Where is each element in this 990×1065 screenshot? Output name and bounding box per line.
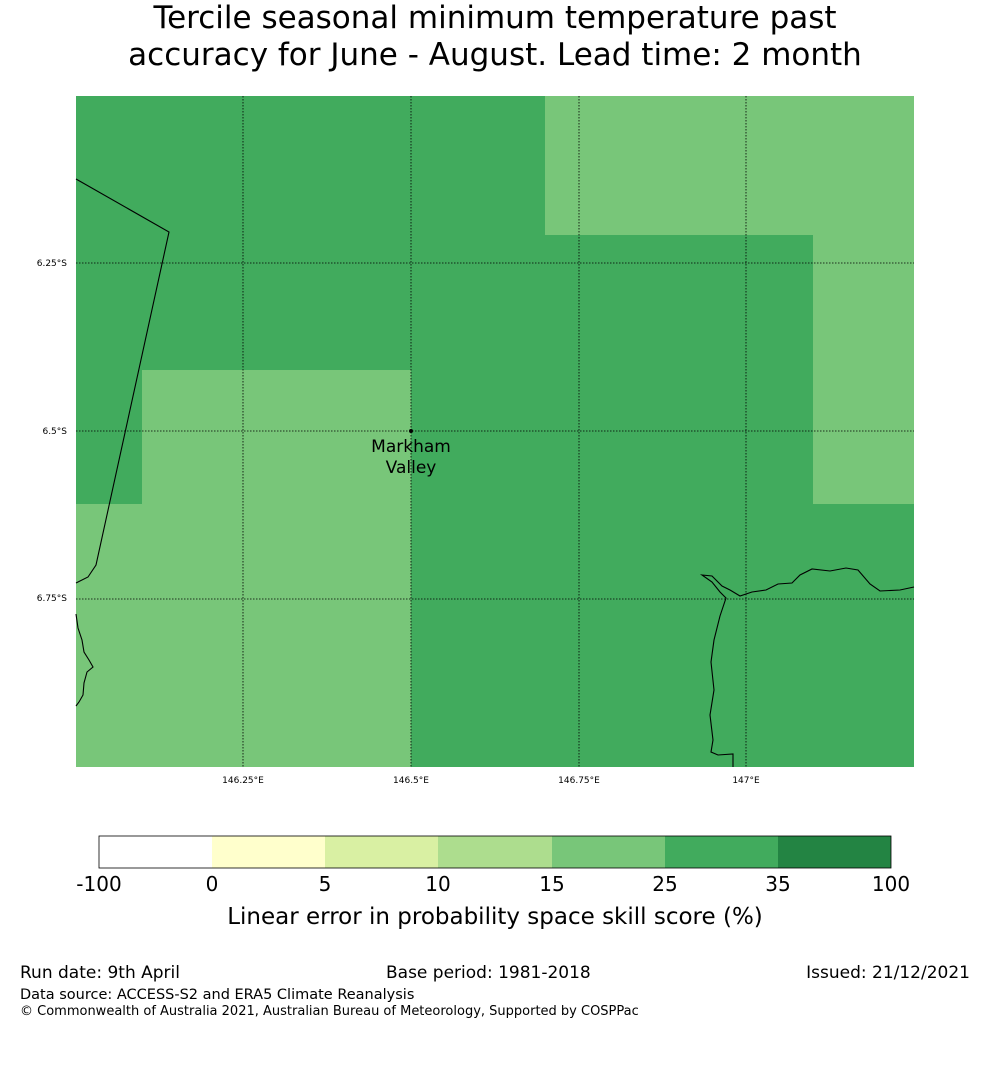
colorbar-title: Linear error in probability space skill … bbox=[227, 904, 763, 930]
gulf-coastline bbox=[699, 567, 915, 767]
colorbar-segment bbox=[665, 836, 778, 868]
issued-date: Issued: 21/12/2021 bbox=[806, 963, 970, 983]
colorbar-tick-label: 100 bbox=[872, 872, 910, 896]
province-boundary bbox=[75, 178, 170, 584]
colorbar-segment bbox=[778, 836, 891, 868]
colorbar-tick-label: 25 bbox=[652, 872, 677, 896]
copyright-notice: © Commonwealth of Australia 2021, Austra… bbox=[20, 1004, 639, 1019]
coastlines bbox=[75, 178, 915, 767]
colorbar: -100 0 5 10 15 25 35 100 Linear error in… bbox=[76, 835, 910, 930]
run-date: Run date: 9th April bbox=[20, 963, 180, 983]
colorbar-tick-label: -100 bbox=[76, 872, 121, 896]
region-south-west bbox=[76, 370, 411, 767]
colorbar-tick-label: 15 bbox=[539, 872, 564, 896]
colorbar-segment bbox=[212, 836, 325, 868]
lat-tick-label: 6.25°S bbox=[37, 259, 68, 269]
skill-score-map: Markham Valley 146.25°E 146.5°E 146.75°E… bbox=[37, 96, 915, 930]
region-east-strip bbox=[813, 96, 914, 504]
location-marker bbox=[409, 429, 413, 433]
colorbar-segment bbox=[325, 836, 438, 868]
west-coastline bbox=[75, 613, 94, 707]
map-title-line1: Tercile seasonal minimum temperature pas… bbox=[153, 0, 837, 36]
colorbar-segment bbox=[99, 836, 212, 868]
base-period: Base period: 1981-2018 bbox=[386, 963, 591, 983]
map-title-line2: accuracy for June - August. Lead time: 2… bbox=[128, 37, 862, 73]
lon-tick-label: 146.25°E bbox=[222, 776, 264, 786]
lon-tick-label: 147°E bbox=[732, 776, 760, 786]
lat-tick-label: 6.5°S bbox=[42, 427, 67, 437]
gridlines bbox=[76, 96, 914, 767]
lon-tick-label: 146.5°E bbox=[393, 776, 429, 786]
place-label-line2: Valley bbox=[386, 458, 437, 478]
colorbar-tick-label: 5 bbox=[319, 872, 332, 896]
colorbar-segment bbox=[438, 836, 552, 868]
colorbar-segment bbox=[552, 836, 665, 868]
lon-tick-label: 146.75°E bbox=[558, 776, 600, 786]
colorbar-tick-label: 0 bbox=[206, 872, 219, 896]
colorbar-tick-label: 10 bbox=[425, 872, 450, 896]
place-label-line1: Markham bbox=[371, 437, 451, 457]
colorbar-frame bbox=[98, 835, 892, 869]
data-source: Data source: ACCESS-S2 and ERA5 Climate … bbox=[20, 987, 415, 1003]
colorbar-tick-label: 35 bbox=[765, 872, 790, 896]
lat-tick-label: 6.75°S bbox=[37, 594, 68, 604]
map-title: Tercile seasonal minimum temperature pas… bbox=[0, 0, 990, 74]
